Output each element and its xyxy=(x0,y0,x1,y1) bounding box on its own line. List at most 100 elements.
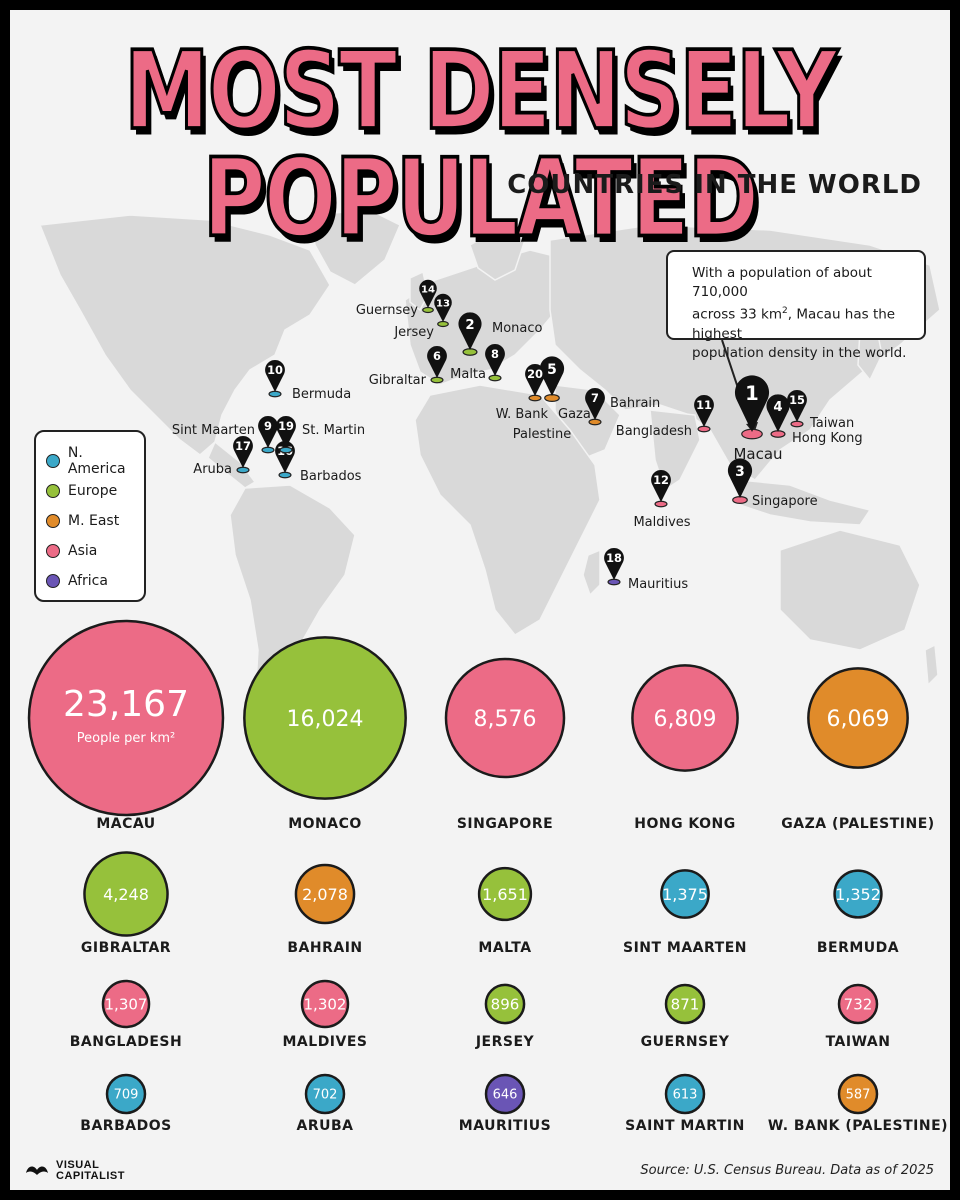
bubble-country-label: BARBADOS xyxy=(80,1118,171,1134)
pin-rank: 10 xyxy=(267,363,283,377)
map-pin: 15 Taiwan xyxy=(787,389,854,431)
bubble: 4,248 GIBRALTAR xyxy=(81,851,171,956)
bubble: 1,352 BERMUDA xyxy=(817,869,899,956)
pin-label: Jersey xyxy=(393,325,434,340)
pin-label: Gaza xyxy=(558,407,591,422)
bubble-value-label: 613 xyxy=(673,1088,698,1103)
legend-label: M. East xyxy=(68,513,120,529)
main-title: MOST DENSELY POPULATED xyxy=(123,29,840,262)
bubble-circle xyxy=(444,657,566,779)
bubble-country-label: MAURITIUS xyxy=(459,1118,551,1134)
bubble-value-label: 23,167 xyxy=(63,684,189,725)
pin-label: Bermuda xyxy=(292,387,351,402)
legend-swatch xyxy=(46,514,60,528)
map-pin: 9 Sint Maarten xyxy=(172,415,278,454)
bubble-country-label: SAINT MARTIN xyxy=(625,1118,745,1134)
pin-label: Bangladesh xyxy=(616,424,692,439)
pin-marker-icon xyxy=(427,345,447,378)
bubble-value-label: 4,248 xyxy=(103,885,149,904)
pin-marker-icon xyxy=(787,389,807,422)
legend-swatch xyxy=(46,484,60,498)
bubble-circle xyxy=(83,851,169,937)
map-pin: 2 Monaco xyxy=(458,312,543,356)
legend-swatch xyxy=(46,454,60,468)
bubble-country-label: MALTA xyxy=(478,940,531,956)
pin-base xyxy=(528,394,542,402)
pin-marker-icon xyxy=(539,356,565,396)
pin-label: Taiwan xyxy=(809,416,854,431)
bubble: 1,302 MALDIVES xyxy=(283,979,367,1050)
pin-marker-icon xyxy=(485,343,505,376)
bubble-value-label: 2,078 xyxy=(302,885,348,904)
pin-rank: 6 xyxy=(433,349,441,363)
legend-swatch xyxy=(46,544,60,558)
pin-base xyxy=(430,376,444,384)
callout-line: population density in the world. xyxy=(692,344,907,361)
bubble-circle xyxy=(660,869,710,919)
legend-item: M. East xyxy=(46,510,119,532)
bubble-country-label: MONACO xyxy=(288,816,362,832)
bubble-value-label: 646 xyxy=(493,1088,518,1103)
pin-rank: 2 xyxy=(465,318,474,333)
bubble-circle xyxy=(105,1073,147,1115)
pin-marker-icon xyxy=(604,547,624,580)
bubble-country-label: SINGAPORE xyxy=(457,816,553,832)
bubble: 587 W. BANK (PALESTINE) xyxy=(768,1073,948,1134)
pin-base xyxy=(607,578,621,586)
bubble-country-label: GAZA (PALESTINE) xyxy=(781,816,934,832)
map-pin: 3 Singapore xyxy=(727,458,818,509)
bubble-value-label: 8,576 xyxy=(474,707,537,732)
pin-base xyxy=(268,390,282,398)
pin-label: Singapore xyxy=(752,494,818,509)
bubble-circle xyxy=(294,863,356,925)
pin-label: Guernsey xyxy=(356,303,418,318)
map-pin: 4 Hong Kong xyxy=(766,394,863,446)
bubble-circle xyxy=(484,983,526,1025)
legend: N. America Europe M. East Asia Africa xyxy=(34,430,146,602)
bubble-value-label: 871 xyxy=(671,995,700,1013)
bubble-circle xyxy=(477,866,533,922)
map-pin: 18 Mauritius xyxy=(604,547,688,592)
callout-line: across 33 km2, Macau has the highest xyxy=(692,306,896,342)
bubble-circle xyxy=(631,664,739,772)
bubble-value-label: 732 xyxy=(844,995,873,1013)
bubble-value-label: 1,302 xyxy=(304,995,347,1013)
pin-rank: 14 xyxy=(421,284,435,295)
bubble: 2,078 BAHRAIN xyxy=(287,863,362,956)
bubble-circle xyxy=(300,979,350,1029)
bubble: 6,809 HONG KONG xyxy=(631,664,739,832)
legend-label: N. America xyxy=(67,445,126,477)
pin-rank: 11 xyxy=(696,398,712,412)
pin-marker-icon xyxy=(434,293,452,322)
bubble: 896 JERSEY xyxy=(475,983,534,1050)
bubble-circle xyxy=(484,1073,526,1115)
bubble-circle xyxy=(837,1073,879,1115)
pin-label: Barbados xyxy=(300,469,362,484)
map-pin: 19 St. Martin xyxy=(276,415,365,454)
legend-item: Asia xyxy=(46,540,97,562)
legend-label: Asia xyxy=(68,543,98,559)
bubble-country-label: GIBRALTAR xyxy=(81,940,171,956)
bubble-value-label: 709 xyxy=(114,1088,139,1103)
bubble-country-label: SINT MAARTEN xyxy=(623,940,747,956)
map-pin: 20 W. Bank xyxy=(496,363,548,422)
bubble-value-label: 1,352 xyxy=(835,885,881,904)
palestine-label: Palestine xyxy=(513,427,572,442)
bubble-country-label: BERMUDA xyxy=(817,940,899,956)
pin-rank: 5 xyxy=(547,362,557,378)
bubble-value-label: 1,651 xyxy=(482,885,528,904)
pin-rank: 13 xyxy=(436,298,450,309)
bubble: 732 TAIWAN xyxy=(826,983,890,1050)
pin-marker-icon xyxy=(525,363,545,396)
pin-base xyxy=(236,466,250,474)
pin-rank: 19 xyxy=(278,419,294,433)
source-note: Source: U.S. Census Bureau. Data as of 2… xyxy=(640,1163,934,1178)
pin-label: St. Martin xyxy=(302,423,365,438)
bubble-value-label: 1,375 xyxy=(662,885,708,904)
bubble: 1,651 MALTA xyxy=(477,866,533,956)
bubble-circle xyxy=(27,619,225,817)
bubble-circle xyxy=(304,1073,346,1115)
bubble-unit-label: People per km² xyxy=(77,731,175,746)
pin-base xyxy=(654,500,668,508)
